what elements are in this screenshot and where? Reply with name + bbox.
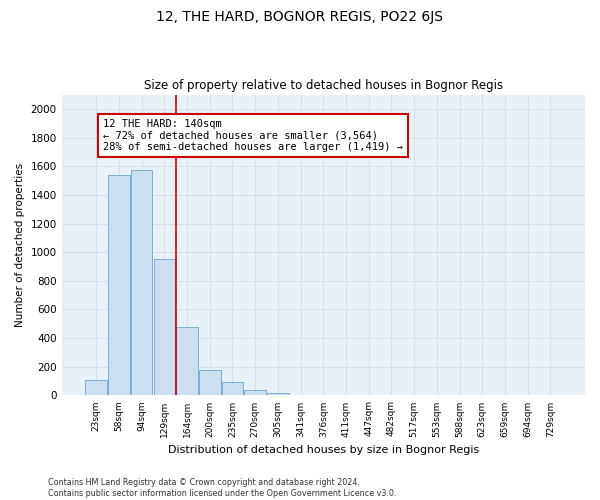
Bar [244,390,266,396]
Text: Contains HM Land Registry data © Crown copyright and database right 2024.
Contai: Contains HM Land Registry data © Crown c… [48,478,397,498]
Bar [108,175,130,396]
Bar [267,392,289,396]
Title: Size of property relative to detached houses in Bognor Regis: Size of property relative to detached ho… [144,79,503,92]
Text: 12 THE HARD: 140sqm
← 72% of detached houses are smaller (3,564)
28% of semi-det: 12 THE HARD: 140sqm ← 72% of detached ho… [103,119,403,152]
X-axis label: Distribution of detached houses by size in Bognor Regis: Distribution of detached houses by size … [168,445,479,455]
Bar [154,260,175,396]
Text: 12, THE HARD, BOGNOR REGIS, PO22 6JS: 12, THE HARD, BOGNOR REGIS, PO22 6JS [157,10,443,24]
Bar [85,380,107,396]
Bar [222,382,243,396]
Bar [199,370,221,396]
Y-axis label: Number of detached properties: Number of detached properties [15,163,25,327]
Bar [131,170,152,396]
Bar [176,328,198,396]
